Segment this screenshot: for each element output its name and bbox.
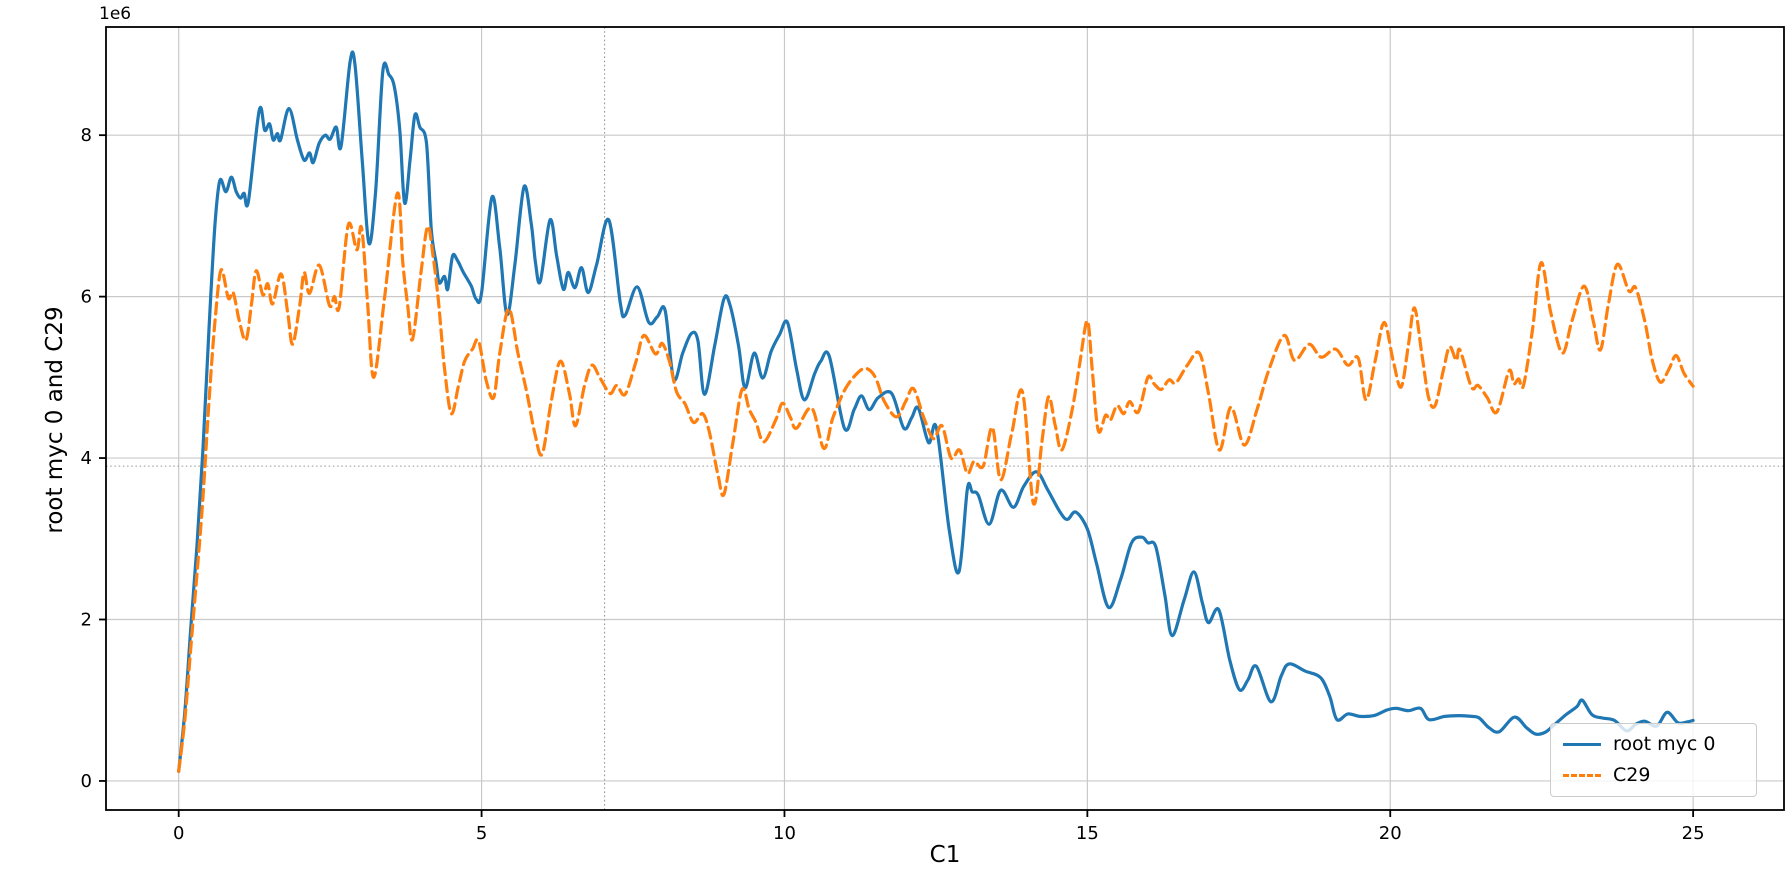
x-tick-label: 25: [1682, 823, 1705, 844]
legend-line-sample-c29: [1563, 774, 1601, 777]
x-tick-label: 0: [173, 823, 184, 844]
legend-label: C29: [1613, 764, 1651, 786]
legend-label: root myc 0: [1613, 733, 1716, 755]
series-c29-line: [177, 191, 1695, 773]
legend-entry: root myc 0: [1563, 735, 1744, 754]
y-axis-label: root myc 0 and C29: [42, 306, 68, 534]
y-tick-label: 6: [81, 287, 92, 308]
x-tick-label: 10: [773, 823, 796, 844]
y-tick-label: 0: [81, 771, 92, 792]
y-axis-offset-text: 1e6: [99, 4, 132, 24]
legend: root myc 0 C29: [1550, 723, 1757, 797]
x-tick-label: 15: [1076, 823, 1099, 844]
x-tick-label: 20: [1379, 823, 1402, 844]
legend-line-sample-root-myc-0: [1563, 743, 1601, 746]
x-axis-label: C1: [929, 842, 961, 868]
x-tick-label: 5: [476, 823, 487, 844]
y-tick-label: 8: [81, 125, 92, 146]
series-root-myc-0-line: [177, 50, 1695, 773]
legend-entry: C29: [1563, 766, 1744, 785]
axes-spines: [105, 26, 1785, 811]
y-tick-label: 4: [81, 448, 92, 469]
y-tick-label: 2: [81, 609, 92, 630]
